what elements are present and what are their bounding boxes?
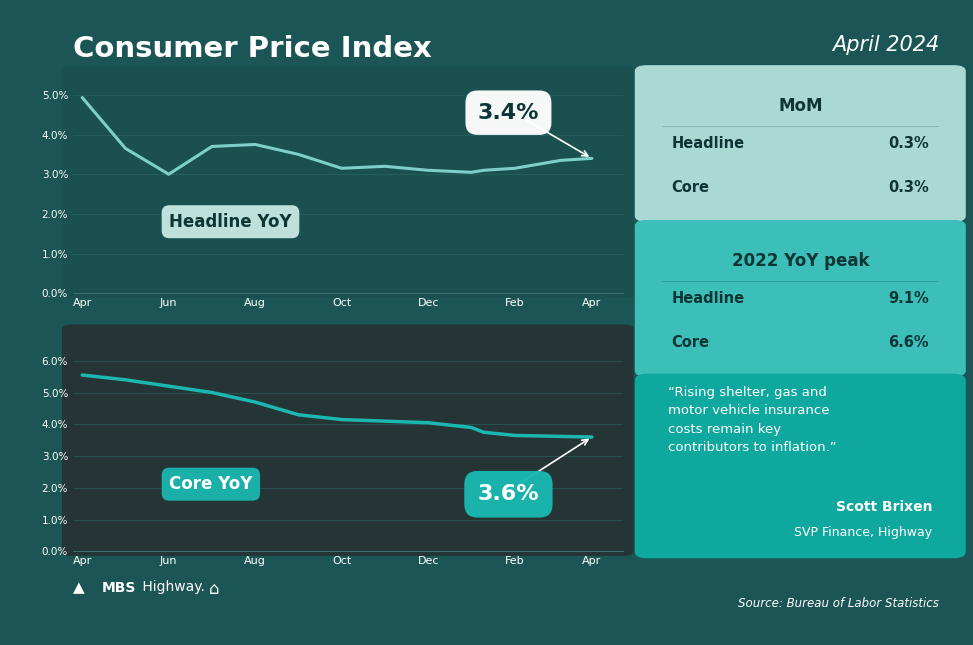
Text: April 2024: April 2024 xyxy=(832,35,939,55)
Text: 6.6%: 6.6% xyxy=(888,335,929,350)
Text: MBS: MBS xyxy=(102,580,136,595)
FancyBboxPatch shape xyxy=(634,220,966,377)
FancyBboxPatch shape xyxy=(634,373,966,559)
Text: MoM: MoM xyxy=(778,97,822,115)
Text: Headline: Headline xyxy=(671,136,744,152)
Text: 0.3%: 0.3% xyxy=(888,180,929,195)
Text: 3.6%: 3.6% xyxy=(478,484,539,504)
Text: Scott Brixen: Scott Brixen xyxy=(836,501,932,514)
Text: Core: Core xyxy=(671,335,709,350)
Text: Headline YoY: Headline YoY xyxy=(169,213,292,231)
Text: Core: Core xyxy=(671,180,709,195)
FancyBboxPatch shape xyxy=(634,65,966,222)
Text: Highway.: Highway. xyxy=(138,580,205,595)
Text: 3.4%: 3.4% xyxy=(478,103,539,123)
FancyBboxPatch shape xyxy=(62,324,633,556)
Text: Core YoY: Core YoY xyxy=(169,475,253,493)
Text: Source: Bureau of Labor Statistics: Source: Bureau of Labor Statistics xyxy=(739,597,939,610)
Text: 2022 YoY peak: 2022 YoY peak xyxy=(732,252,869,270)
Text: SVP Finance, Highway: SVP Finance, Highway xyxy=(794,526,932,539)
Text: ⌂: ⌂ xyxy=(209,580,220,599)
Text: Headline: Headline xyxy=(671,291,744,306)
Text: 9.1%: 9.1% xyxy=(888,291,929,306)
Text: Consumer Price Index: Consumer Price Index xyxy=(73,35,432,63)
Text: ▲: ▲ xyxy=(73,580,85,595)
FancyBboxPatch shape xyxy=(62,66,633,298)
Text: “Rising shelter, gas and
motor vehicle insurance
costs remain key
contributors t: “Rising shelter, gas and motor vehicle i… xyxy=(668,386,837,454)
Text: 0.3%: 0.3% xyxy=(888,136,929,152)
